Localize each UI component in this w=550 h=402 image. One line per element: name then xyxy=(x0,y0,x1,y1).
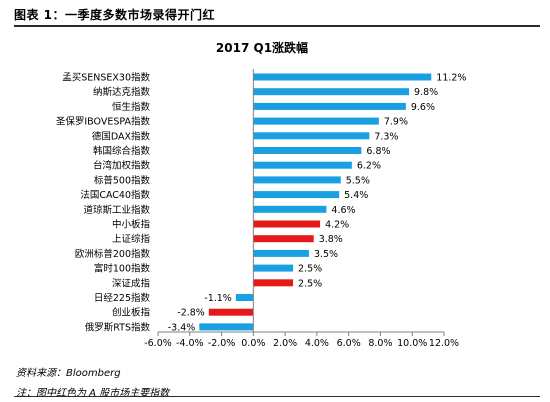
x-tick-label: 12.0% xyxy=(429,338,459,349)
category-label: 俄罗斯RTS指数 xyxy=(85,321,151,333)
value-label: 6.2% xyxy=(357,161,381,172)
x-tick-label: -4.0% xyxy=(176,338,204,349)
x-axis: -6.0% -4.0% -2.0% 0.0% 2.0% 4.0% 6.0% 8.0% 10.0%… xyxy=(144,69,459,349)
top-rule xyxy=(14,25,540,27)
value-label: 4.2% xyxy=(325,220,349,231)
value-label: 7.3% xyxy=(374,131,398,142)
value-label: -1.1% xyxy=(204,293,232,304)
value-label: 9.6% xyxy=(411,102,435,113)
bar xyxy=(253,132,370,140)
category-label: 圣保罗IBOVESPA指数 xyxy=(56,116,151,128)
value-label: 3.8% xyxy=(319,234,343,245)
category-label: 道琼斯工业指数 xyxy=(83,204,150,216)
bar xyxy=(253,147,362,154)
x-tick-label: 2.0% xyxy=(273,338,297,349)
value-label: 4.6% xyxy=(331,205,355,216)
bar xyxy=(253,191,340,199)
source-note: 资料来源：Bloomberg xyxy=(16,368,121,379)
category-label: 中小板指 xyxy=(112,219,151,231)
bar xyxy=(253,235,314,243)
category-label: 创业板指 xyxy=(112,307,151,319)
chart-title: 2017 Q1涨跌幅 xyxy=(216,40,308,55)
x-tick-label: 10.0% xyxy=(397,338,427,349)
category-label: 纳斯达克指数 xyxy=(93,86,151,98)
x-tick-label: 4.0% xyxy=(305,338,329,349)
bar xyxy=(253,117,379,125)
value-label: 2.5% xyxy=(298,264,322,275)
bar xyxy=(235,294,254,301)
value-label: 3.5% xyxy=(314,249,338,260)
value-label: 7.9% xyxy=(384,117,408,128)
x-tick-label: 8.0% xyxy=(368,338,392,349)
value-label: -3.4% xyxy=(168,322,196,333)
value-label: 5.4% xyxy=(344,190,368,201)
category-label: 欧洲标普200指数 xyxy=(75,248,151,260)
bar xyxy=(253,220,321,228)
category-label: 富时100指数 xyxy=(94,263,151,275)
bar xyxy=(253,161,352,169)
bar xyxy=(253,176,341,184)
value-label: 5.5% xyxy=(346,175,370,186)
category-label: 日经225指数 xyxy=(94,292,151,304)
category-label: 上证综指 xyxy=(112,233,151,245)
x-tick-label: 6.0% xyxy=(337,338,361,349)
bar xyxy=(253,102,406,110)
bar xyxy=(253,205,327,213)
bars-group: 孟买SENSEX30指数 11.2% 纳斯达克指数 9.8% 恒生指数 9.6% 圣保罗IB… xyxy=(56,72,467,334)
value-label: 9.8% xyxy=(414,87,438,98)
value-label: 11.2% xyxy=(436,73,466,84)
value-label: 6.8% xyxy=(366,146,390,157)
color-note: 注：图中红色为 A 股市场主要指数 xyxy=(16,388,170,399)
bottom-rule xyxy=(14,396,540,397)
category-label: 深证成指 xyxy=(112,277,151,289)
figure-header: 图表 1：一季度多数市场录得开门红 xyxy=(14,8,216,22)
bar xyxy=(253,249,309,257)
category-label: 韩国综合指数 xyxy=(93,145,151,157)
category-label: 法国CAC40指数 xyxy=(80,189,150,201)
category-label: 孟买SENSEX30指数 xyxy=(62,72,150,84)
bar xyxy=(253,264,294,272)
bar xyxy=(253,73,432,81)
bar xyxy=(253,279,294,287)
category-label: 标普500指数 xyxy=(94,174,151,186)
bar xyxy=(199,323,254,331)
x-tick-label: -6.0% xyxy=(144,338,172,349)
x-tick-label: -2.0% xyxy=(208,338,236,349)
bar-chart: 2017 Q1涨跌幅 孟买SENSEX30指数 11.2% 纳斯达克指数 9.8% 恒生… xyxy=(56,40,467,349)
x-tick-label: 0.0% xyxy=(241,338,265,349)
value-label: 2.5% xyxy=(298,278,322,289)
value-label: -2.8% xyxy=(177,308,205,319)
category-label: 台湾加权指数 xyxy=(93,160,151,172)
category-label: 恒生指数 xyxy=(112,101,151,113)
bar xyxy=(208,308,254,316)
bar xyxy=(253,88,410,96)
category-label: 德国DAX指数 xyxy=(92,130,151,142)
